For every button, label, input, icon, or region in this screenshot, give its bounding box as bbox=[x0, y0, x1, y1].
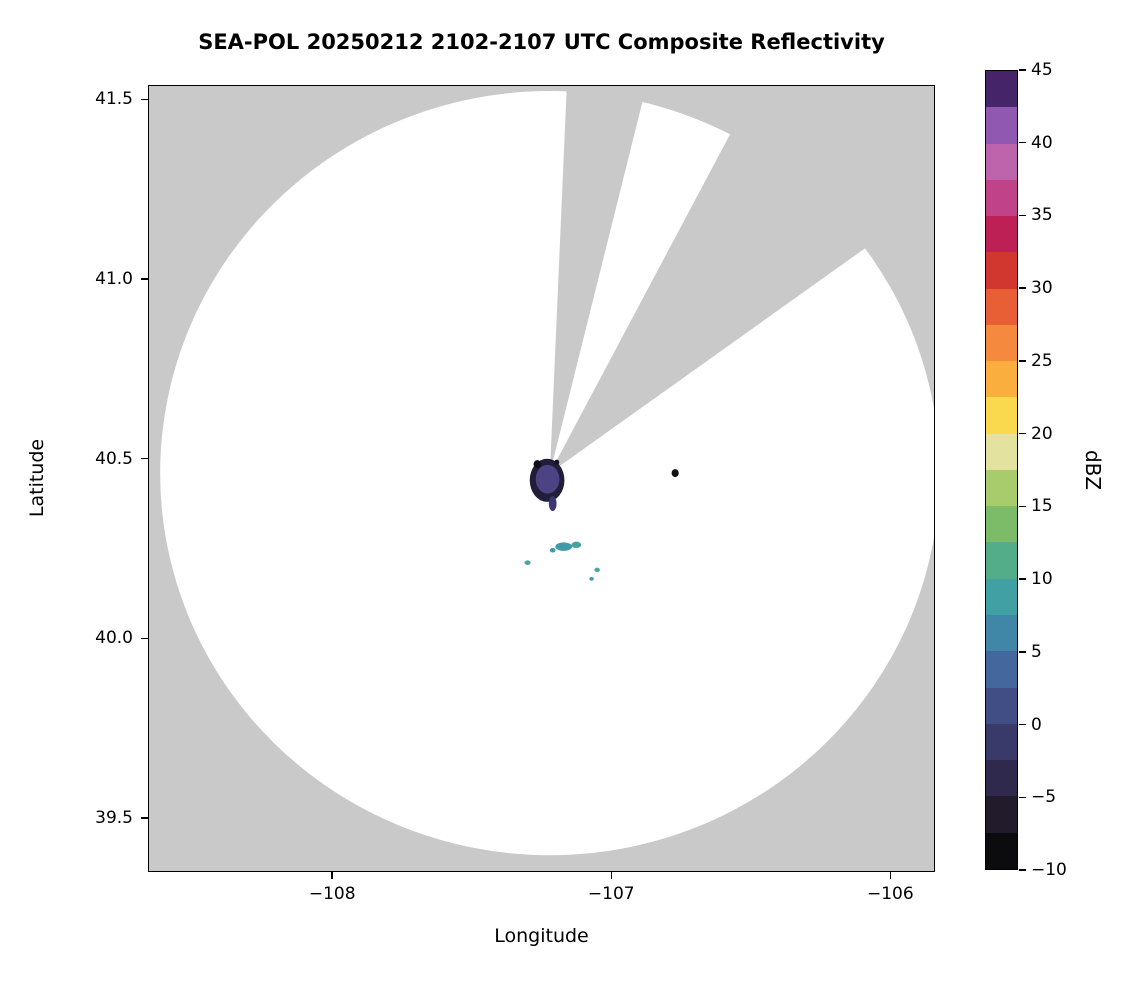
reflectivity-echo bbox=[571, 541, 582, 549]
colorbar-segment bbox=[986, 796, 1017, 833]
colorbar-tick-mark bbox=[1019, 360, 1026, 362]
colorbar-segment bbox=[986, 288, 1017, 325]
colorbar-tick-mark bbox=[1019, 214, 1026, 217]
colorbar-segment bbox=[986, 71, 1017, 108]
colorbar-segment bbox=[986, 469, 1017, 507]
colorbar-segment bbox=[986, 760, 1017, 797]
y-tick-label: 40.5 bbox=[95, 448, 133, 469]
colorbar-tick-mark bbox=[1019, 796, 1026, 799]
reflectivity-echo bbox=[589, 577, 594, 581]
colorbar-tick-label: 20 bbox=[1031, 423, 1053, 444]
colorbar-tick-mark bbox=[1019, 578, 1026, 580]
chart-title: SEA-POL 20250212 2102-2107 UTC Composite… bbox=[198, 30, 885, 54]
x-tick-label: −107 bbox=[587, 884, 635, 904]
y-tick-mark bbox=[141, 278, 148, 280]
colorbar-segment bbox=[986, 397, 1017, 434]
y-tick-mark bbox=[141, 817, 148, 819]
colorbar-segment bbox=[986, 614, 1017, 652]
x-tick-label: −108 bbox=[308, 884, 356, 904]
colorbar-tick-label: 10 bbox=[1031, 569, 1053, 590]
plot-area bbox=[148, 85, 935, 872]
colorbar-tick-mark bbox=[1019, 723, 1026, 726]
colorbar-tick-label: 45 bbox=[1031, 60, 1053, 80]
radar-ppi-plot bbox=[149, 86, 934, 871]
colorbar-segment bbox=[986, 107, 1017, 144]
colorbar-segment bbox=[986, 179, 1017, 217]
colorbar-segment bbox=[986, 542, 1017, 579]
colorbar-tick-label: 25 bbox=[1031, 350, 1053, 371]
colorbar-tick-mark bbox=[1019, 505, 1026, 508]
reflectivity-echo bbox=[549, 547, 556, 553]
colorbar-tick-label: 35 bbox=[1031, 205, 1053, 226]
colorbar-tick-label: −5 bbox=[1031, 787, 1057, 808]
colorbar-tick-label: 30 bbox=[1031, 278, 1053, 299]
colorbar-segment bbox=[986, 216, 1017, 253]
colorbar-segment bbox=[986, 361, 1017, 398]
colorbar-tick-mark bbox=[1019, 69, 1026, 71]
reflectivity-echo bbox=[555, 542, 573, 551]
colorbar-tick-mark bbox=[1019, 287, 1026, 289]
reflectivity-echo bbox=[594, 567, 600, 573]
y-tick-label: 39.5 bbox=[95, 808, 133, 829]
reflectivity-echo bbox=[524, 560, 531, 565]
colorbar-tick-mark bbox=[1019, 651, 1026, 653]
x-tick-mark bbox=[331, 872, 333, 879]
y-tick-label: 41.5 bbox=[95, 89, 133, 110]
colorbar-label: dBZ bbox=[1081, 449, 1105, 491]
missing-azimuth-sector bbox=[549, 86, 934, 474]
y-axis-label: Latitude bbox=[26, 438, 48, 518]
colorbar-segment bbox=[986, 506, 1017, 543]
colorbar-segment bbox=[986, 723, 1017, 761]
reflectivity-echo bbox=[533, 460, 542, 469]
y-tick-mark bbox=[141, 637, 148, 640]
colorbar-segment bbox=[986, 687, 1017, 724]
colorbar-segment bbox=[986, 433, 1017, 470]
x-tick-label: −106 bbox=[866, 884, 914, 904]
y-tick-label: 40.0 bbox=[95, 628, 133, 649]
x-tick-mark bbox=[610, 872, 613, 879]
x-axis-label: Longitude bbox=[494, 925, 589, 947]
x-tick-mark bbox=[889, 872, 892, 879]
reflectivity-echo bbox=[554, 459, 560, 466]
colorbar-tick-label: 5 bbox=[1031, 641, 1042, 662]
colorbar-tick-label: 15 bbox=[1031, 496, 1053, 517]
reflectivity-echo bbox=[548, 496, 557, 512]
reflectivity-echo bbox=[535, 464, 560, 494]
colorbar-tick-mark bbox=[1019, 432, 1026, 435]
colorbar-tick-label: −10 bbox=[1031, 860, 1067, 880]
colorbar-segment bbox=[986, 143, 1017, 180]
y-tick-label: 41.0 bbox=[95, 269, 133, 290]
colorbar-tick-mark bbox=[1019, 869, 1026, 871]
colorbar-tick-mark bbox=[1019, 141, 1026, 144]
colorbar-tick-label: 40 bbox=[1031, 132, 1053, 153]
reflectivity-echo bbox=[671, 469, 679, 478]
colorbar-segment bbox=[986, 252, 1017, 289]
colorbar-segment bbox=[986, 651, 1017, 688]
colorbar-tick-label: 0 bbox=[1031, 714, 1042, 735]
colorbar bbox=[985, 70, 1018, 870]
y-tick-mark bbox=[141, 457, 148, 460]
colorbar-segment bbox=[986, 832, 1017, 869]
y-tick-mark bbox=[141, 98, 148, 101]
colorbar-segment bbox=[986, 578, 1017, 615]
colorbar-segment bbox=[986, 324, 1017, 362]
